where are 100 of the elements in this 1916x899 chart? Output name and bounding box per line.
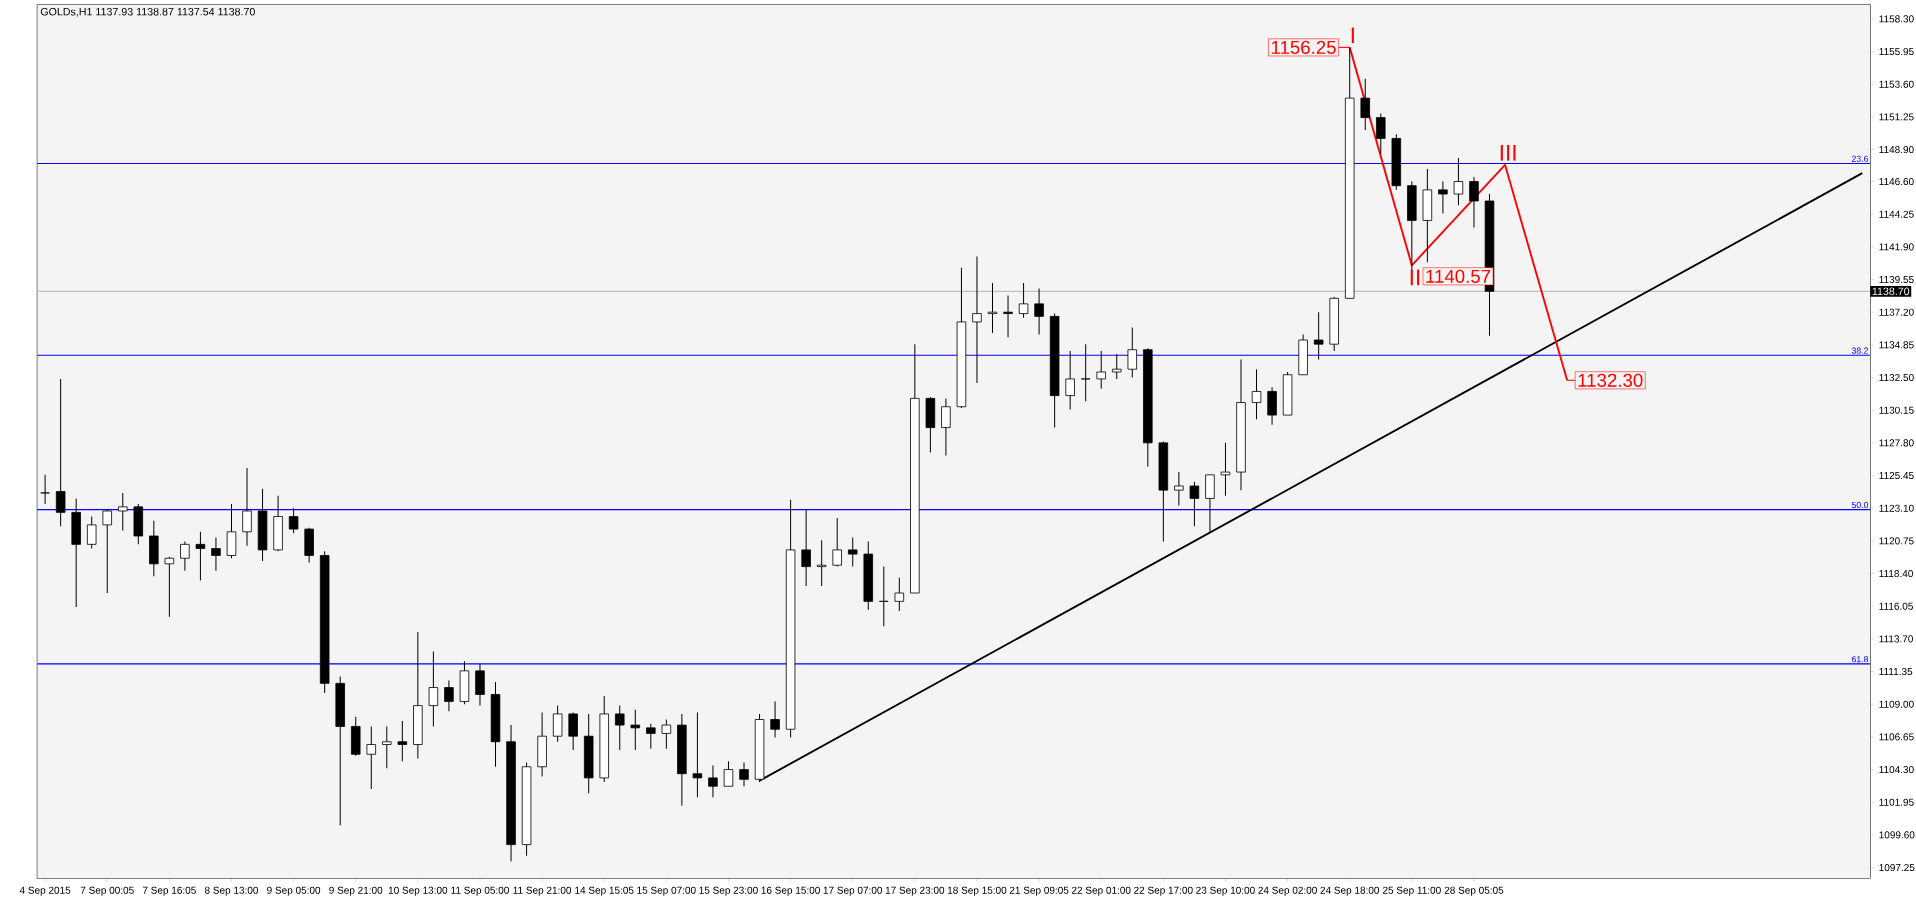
candlestick: [723, 760, 734, 787]
candlestick: [1189, 481, 1200, 527]
candlestick: [1112, 353, 1122, 380]
candlestick: [941, 397, 951, 456]
candlestick: [568, 712, 578, 751]
y-tick-label: 1111.35: [1879, 668, 1913, 676]
ref-line-label: 1138.70: [1872, 287, 1910, 296]
annotation: I: [1351, 27, 1354, 44]
x-tick-label: 23 Sep 10:00: [1196, 886, 1255, 896]
candlestick: [972, 256, 982, 384]
candlestick: [55, 378, 66, 527]
candlestick: [692, 712, 703, 798]
candlestick: [164, 556, 175, 618]
x-tick-label: 16 Sep 15:00: [761, 886, 820, 896]
x-tick-label: 28 Sep 05:05: [1444, 886, 1504, 896]
x-tick-label: 11 Sep 05:00: [451, 886, 509, 896]
x-tick-label: 22 Sep 17:00: [1134, 886, 1193, 896]
candlestick: [739, 762, 749, 787]
candlestick: [987, 282, 998, 334]
annotation: 23.6: [1851, 155, 1869, 162]
x-tick-label: 22 Sep 01:00: [1071, 886, 1131, 896]
y-tick-label: 1120.75: [1879, 537, 1914, 545]
x-tick-label: 7 Sep 00:05: [80, 886, 134, 896]
candlestick: [102, 509, 112, 594]
candlestick: [1313, 311, 1324, 360]
y-tick-label: 1106.65: [1879, 733, 1914, 741]
candlestick: [397, 720, 408, 762]
candlestick: [1251, 368, 1262, 420]
y-tick-label: 1139.55: [1879, 275, 1914, 284]
candlestick: [661, 719, 672, 750]
x-tick-label: 9 Sep 21:00: [329, 886, 383, 896]
candlestick: [847, 536, 858, 568]
candlestick: [86, 516, 97, 550]
annotation: II: [1410, 269, 1420, 286]
x-tick-label: 4 Sep 2015: [19, 886, 71, 896]
y-tick-label: 1134.85: [1879, 341, 1914, 349]
y-tick-label: 1158.30: [1879, 15, 1914, 23]
y-tick-label: 1109.00: [1879, 700, 1914, 708]
candlestick: [1080, 343, 1091, 402]
x-tick-label: 9 Sep 05:00: [267, 886, 321, 896]
candlestick: [770, 700, 780, 739]
y-tick-label: 1130.15: [1879, 406, 1914, 414]
candlestick: [1438, 181, 1448, 214]
candlestick: [1174, 471, 1184, 506]
y-tick-label: 1127.80: [1879, 439, 1914, 447]
x-tick-label: 25 Sep 11:00: [1382, 886, 1441, 896]
candlestick: [382, 725, 392, 769]
x-tick-label: 15 Sep 23:00: [699, 886, 758, 896]
candlestick: [816, 539, 827, 587]
x-tick-label: 17 Sep 23:00: [885, 886, 945, 896]
candlestick: [211, 536, 221, 572]
y-tick-label: 1148.90: [1879, 146, 1914, 154]
y-tick-label: 1155.95: [1879, 48, 1914, 56]
y-tick-label: 1137.20: [1879, 308, 1914, 316]
annotation: 38.2: [1851, 347, 1868, 354]
candlestick: [1034, 288, 1044, 335]
candlestick: [1096, 350, 1106, 390]
x-tick-label: 15 Sep 07:00: [637, 886, 696, 896]
data-label: 1156.25: [1271, 40, 1336, 54]
x-tick-label: 14 Sep 15:05: [575, 886, 634, 896]
candlestick: [801, 509, 811, 587]
candlestick: [1220, 442, 1231, 497]
x-tick-label: 21 Sep 09:05: [1009, 886, 1069, 896]
annotation: III: [1500, 144, 1516, 161]
x-tick-label: 18 Sep 15:00: [947, 886, 1007, 896]
candlestick: [1065, 350, 1075, 411]
y-tick-label: 1113.70: [1879, 635, 1913, 643]
y-tick-label: 1146.60: [1879, 177, 1914, 186]
candlestick: [708, 764, 718, 798]
y-tick-label: 1153.60: [1879, 80, 1914, 88]
candlestick: [1376, 112, 1386, 155]
candlestick: [1018, 282, 1029, 319]
x-tick-label: 24 Sep 18:00: [1320, 886, 1380, 896]
candlestick: [615, 705, 625, 751]
y-tick-label: 1116.05: [1879, 602, 1913, 610]
candlestick: [832, 517, 842, 568]
candlestick: [366, 725, 377, 790]
y-tick-label: 1118.40: [1879, 570, 1913, 578]
chart-title: GOLDs,H1 1137.93 1138.87 1137.54 1138.70: [40, 7, 255, 17]
candlestick: [552, 705, 563, 743]
x-tick-label: 10 Sep 13:00: [388, 886, 448, 896]
candlestick: [444, 680, 454, 712]
candlestick: [242, 467, 252, 547]
candlestick: [428, 650, 439, 727]
candlestick: [118, 492, 128, 531]
candlestick: [226, 503, 237, 559]
y-tick-label: 1125.45: [1879, 472, 1914, 480]
y-tick-label: 1144.25: [1879, 210, 1914, 218]
x-tick-label: 11 Sep 21:00: [513, 886, 572, 896]
y-tick-label: 1101.95: [1879, 798, 1914, 806]
y-tick-label: 1132.50: [1879, 374, 1914, 382]
candlestick: [475, 663, 485, 707]
x-tick-label: 7 Sep 16:05: [142, 886, 196, 896]
y-tick-label: 1099.60: [1879, 831, 1915, 839]
annotation: 61.8: [1851, 656, 1869, 663]
y-tick-label: 1123.10: [1879, 504, 1914, 512]
candlestick: [195, 531, 206, 581]
y-tick-label: 1104.30: [1879, 766, 1914, 774]
data-label: 1140.57: [1426, 269, 1491, 283]
candlestick: [40, 474, 50, 505]
